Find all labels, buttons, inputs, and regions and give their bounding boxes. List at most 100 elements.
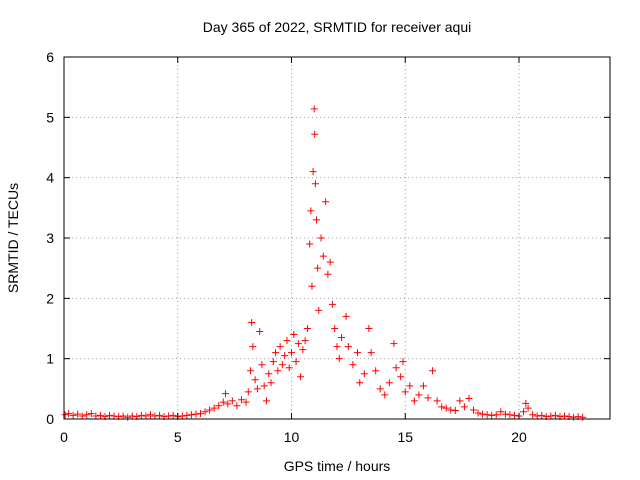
data-point — [142, 412, 150, 420]
y-tick-label: 1 — [46, 351, 54, 367]
data-point — [183, 411, 191, 419]
data-point — [447, 406, 455, 414]
data-point — [385, 379, 393, 387]
data-point — [276, 343, 284, 351]
data-point — [307, 207, 315, 215]
data-point — [338, 334, 346, 342]
data-point — [570, 413, 578, 421]
data-point — [124, 413, 132, 421]
data-point — [538, 411, 546, 419]
data-point — [309, 168, 317, 176]
data-point — [429, 367, 437, 375]
data-point — [315, 306, 323, 314]
data-point — [310, 105, 318, 113]
data-point — [303, 325, 311, 332]
data-point — [251, 376, 259, 384]
data-point — [551, 411, 559, 419]
data-point — [192, 410, 200, 418]
x-axis-label: GPS time / hours — [284, 458, 391, 474]
data-point — [269, 358, 277, 366]
data-point — [342, 312, 350, 320]
y-tick-label: 2 — [46, 290, 54, 306]
data-point — [65, 410, 73, 418]
y-tick-label: 5 — [46, 109, 54, 125]
data-point — [433, 397, 441, 405]
data-point — [376, 385, 384, 393]
data-point — [242, 398, 250, 406]
x-tick-label: 20 — [511, 429, 527, 445]
data-point — [314, 264, 322, 272]
data-point — [333, 343, 341, 351]
data-point — [262, 397, 270, 405]
data-point — [248, 318, 256, 326]
data-point — [274, 367, 282, 375]
data-point — [419, 382, 427, 390]
data-point — [488, 411, 496, 419]
data-point — [290, 331, 298, 339]
data-point — [308, 282, 316, 290]
data-point — [278, 361, 286, 369]
data-point — [406, 382, 414, 390]
data-point — [501, 410, 509, 418]
data-point — [524, 404, 532, 412]
data-point — [272, 349, 280, 357]
data-point — [335, 355, 343, 363]
data-point — [465, 394, 473, 402]
data-point — [87, 410, 95, 418]
data-point — [288, 349, 295, 357]
data-point — [201, 408, 209, 416]
data-point — [283, 337, 291, 345]
data-point — [313, 216, 321, 224]
data-point — [533, 412, 541, 420]
data-point — [529, 411, 537, 419]
data-point — [324, 270, 332, 278]
data-point — [169, 411, 177, 419]
data-point — [483, 411, 491, 419]
data-point — [210, 404, 218, 412]
data-point — [474, 409, 482, 417]
data-point — [547, 412, 555, 420]
data-point — [306, 240, 314, 248]
data-point — [178, 412, 186, 420]
data-point — [197, 410, 204, 418]
data-point — [399, 358, 407, 366]
data-point — [510, 411, 518, 419]
data-point — [96, 411, 104, 419]
y-axis-label: SRMTID / TECUs — [5, 183, 21, 293]
data-point — [260, 382, 268, 390]
data-point — [442, 404, 450, 412]
data-point — [349, 361, 357, 369]
data-point — [424, 394, 432, 402]
data-point — [328, 300, 336, 308]
data-point — [410, 397, 418, 405]
data-point — [299, 346, 307, 354]
data-point — [61, 411, 69, 419]
data-point — [492, 411, 500, 419]
x-tick-label: 0 — [60, 429, 68, 445]
data-point — [522, 399, 530, 407]
x-tick-label: 10 — [284, 429, 300, 445]
data-point — [326, 258, 334, 266]
data-point — [344, 343, 352, 351]
data-point — [294, 340, 302, 348]
data-point — [215, 402, 223, 410]
data-point — [470, 406, 477, 414]
data-point — [137, 411, 145, 419]
x-tick-label: 5 — [174, 429, 182, 445]
data-point — [365, 325, 373, 332]
data-point — [331, 325, 339, 332]
data-point — [372, 367, 380, 375]
data-point — [317, 234, 325, 242]
data-point — [267, 379, 275, 387]
axis-ticks: 0 5 10 15 20 0 1 2 3 4 5 6 — [46, 49, 610, 445]
data-point — [367, 349, 375, 357]
data-point — [460, 403, 468, 411]
y-tick-label: 6 — [46, 49, 54, 65]
y-tick-label: 4 — [46, 170, 54, 186]
chart-title: Day 365 of 2022, SRMTID for receiver aqu… — [203, 19, 471, 35]
data-point — [360, 370, 368, 378]
data-point — [479, 410, 487, 418]
data-point — [281, 352, 289, 360]
data-point — [151, 412, 159, 420]
